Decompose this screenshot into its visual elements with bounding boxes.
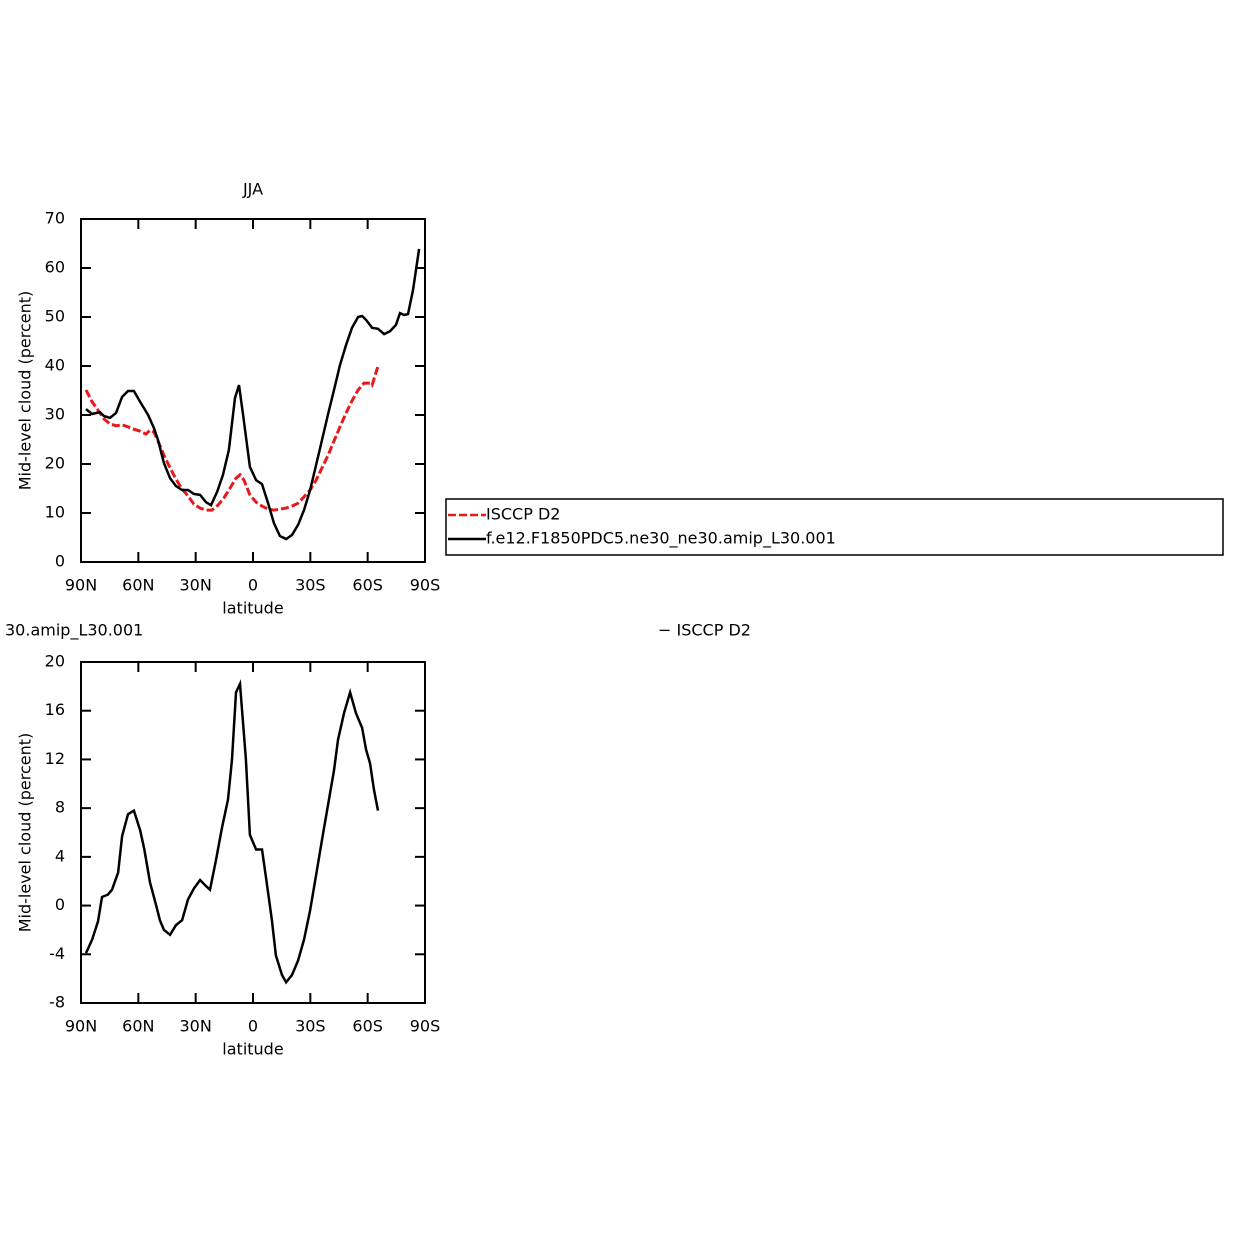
y-tick-label: 20 <box>45 454 65 473</box>
legend-box <box>445 498 1224 556</box>
y-tick-label: 60 <box>45 258 65 277</box>
x-tick-label: 60S <box>352 576 383 595</box>
y-tick-label: 16 <box>45 700 65 719</box>
y-tick-label: 30 <box>45 405 65 424</box>
x-axis-label: latitude <box>222 1040 283 1059</box>
x-tick-label: 60N <box>122 1017 154 1036</box>
chart-title-right: − ISCCP D2 <box>658 621 751 640</box>
y-tick-label: 70 <box>45 209 65 228</box>
y-tick-label: -8 <box>49 993 65 1012</box>
y-tick-label: 12 <box>45 749 65 768</box>
y-tick-label: 8 <box>55 798 65 817</box>
y-tick-label: 0 <box>55 895 65 914</box>
y-tick-label: 10 <box>45 503 65 522</box>
series-line <box>84 679 380 985</box>
x-tick-label: 30S <box>295 576 326 595</box>
y-tick-label: 50 <box>45 307 65 326</box>
y-axis-label: Mid-level cloud (percent) <box>16 733 35 933</box>
x-tick-label: 0 <box>248 1017 258 1036</box>
chart-title-left: 30.amip_L30.001 <box>5 621 143 641</box>
y-tick-label: 20 <box>45 652 65 671</box>
y-tick-label: 40 <box>45 356 65 375</box>
series-line <box>85 248 421 541</box>
legend-label: f.e12.F1850PDC5.ne30_ne30.amip_L30.001 <box>486 529 836 549</box>
x-tick-label: 60N <box>122 576 154 595</box>
y-tick-label: 4 <box>55 846 65 865</box>
x-tick-label: 90N <box>65 576 97 595</box>
plot-frame <box>80 661 426 1004</box>
y-axis-label: Mid-level cloud (percent) <box>16 291 35 491</box>
chart-title: JJA <box>242 180 263 199</box>
x-tick-label: 90N <box>65 1017 97 1036</box>
x-tick-label: 0 <box>248 576 258 595</box>
x-tick-label: 60S <box>352 1017 383 1036</box>
x-tick-label: 30N <box>180 576 212 595</box>
y-tick-label: 0 <box>55 552 65 571</box>
series-line <box>84 365 380 512</box>
x-tick-label: 30N <box>180 1017 212 1036</box>
x-axis-label: latitude <box>222 599 283 618</box>
x-tick-label: 90S <box>410 1017 441 1036</box>
x-tick-label: 30S <box>295 1017 326 1036</box>
y-tick-label: -4 <box>49 944 65 963</box>
legend-label: ISCCP D2 <box>486 505 560 524</box>
x-tick-label: 90S <box>410 576 441 595</box>
